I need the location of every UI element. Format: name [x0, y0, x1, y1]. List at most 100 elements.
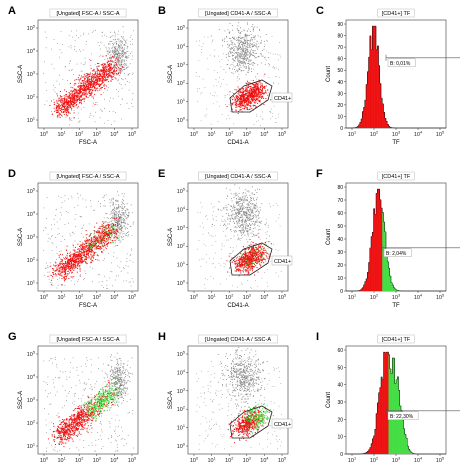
data-point	[268, 52, 269, 53]
data-point	[225, 104, 226, 105]
data-point	[126, 258, 127, 259]
data-point	[104, 230, 105, 231]
data-point	[115, 46, 116, 47]
data-point	[128, 55, 129, 56]
data-point	[214, 96, 215, 97]
data-point	[91, 76, 92, 77]
data-point	[88, 252, 89, 253]
data-point	[245, 55, 246, 56]
tick-label: 104	[260, 131, 268, 139]
data-point	[229, 33, 230, 34]
data-point	[82, 244, 83, 245]
data-point	[130, 41, 131, 42]
data-point	[72, 232, 73, 233]
data-point	[217, 85, 218, 86]
data-point	[70, 100, 71, 101]
data-point	[108, 226, 109, 227]
data-point	[104, 45, 105, 46]
data-point	[124, 268, 125, 269]
data-point	[241, 61, 242, 62]
data-point	[267, 89, 268, 90]
data-point	[126, 235, 127, 236]
data-point	[108, 238, 109, 239]
data-point	[69, 272, 70, 273]
data-point	[128, 51, 129, 52]
data-point	[114, 212, 115, 213]
data-point	[246, 50, 247, 51]
data-point	[82, 94, 83, 95]
data-point	[108, 69, 109, 70]
data-point	[110, 63, 111, 64]
data-point	[93, 241, 94, 242]
data-point	[247, 44, 248, 45]
data-point	[111, 231, 112, 232]
data-point	[258, 88, 259, 89]
data-point	[106, 236, 107, 237]
data-point	[107, 67, 108, 68]
data-point	[83, 33, 84, 34]
data-point	[80, 216, 81, 217]
data-point	[257, 98, 258, 99]
data-point	[235, 71, 236, 72]
data-point	[69, 264, 70, 265]
data-point	[50, 282, 51, 283]
data-point	[98, 63, 99, 64]
data-point	[63, 104, 64, 105]
data-point	[226, 36, 227, 37]
data-point	[260, 116, 261, 117]
data-point	[235, 39, 236, 40]
data-point	[111, 58, 112, 59]
data-point	[81, 233, 82, 234]
data-point	[233, 102, 234, 103]
data-point	[72, 87, 73, 88]
data-point	[247, 35, 248, 36]
data-point	[89, 256, 90, 257]
data-point	[248, 90, 249, 91]
data-point	[261, 85, 262, 86]
data-point	[242, 102, 243, 103]
data-point	[95, 112, 96, 113]
data-point	[75, 241, 76, 242]
data-point	[70, 106, 71, 107]
data-point	[85, 58, 86, 59]
data-point	[226, 72, 227, 73]
data-point	[84, 86, 85, 87]
tick-label: 105	[27, 25, 35, 33]
data-point	[101, 75, 102, 76]
data-point	[114, 47, 115, 48]
data-point	[114, 52, 115, 53]
data-point	[120, 229, 121, 230]
data-point	[246, 100, 247, 101]
data-point	[257, 73, 258, 74]
data-point	[87, 240, 88, 241]
data-point	[64, 263, 65, 264]
data-point	[77, 86, 78, 87]
data-point	[114, 233, 115, 234]
data-point	[106, 285, 107, 286]
data-point	[249, 44, 250, 45]
data-point	[59, 263, 60, 264]
data-point	[112, 43, 113, 44]
data-point	[122, 51, 123, 52]
data-point	[61, 112, 62, 113]
data-point	[254, 84, 255, 85]
data-point	[107, 70, 108, 71]
data-point	[259, 30, 260, 31]
data-point	[93, 239, 94, 240]
data-point	[50, 275, 51, 276]
data-point	[75, 255, 76, 256]
data-point	[238, 94, 239, 95]
data-point	[91, 82, 92, 83]
data-point	[115, 39, 116, 40]
data-point	[125, 84, 126, 85]
data-point	[94, 210, 95, 211]
data-point	[262, 86, 263, 87]
data-point	[91, 84, 92, 85]
data-point	[121, 227, 122, 228]
data-point	[64, 106, 65, 107]
data-point	[74, 49, 75, 50]
data-point	[101, 84, 102, 85]
data-point	[261, 90, 262, 91]
data-point	[120, 214, 121, 215]
data-point	[80, 245, 81, 246]
